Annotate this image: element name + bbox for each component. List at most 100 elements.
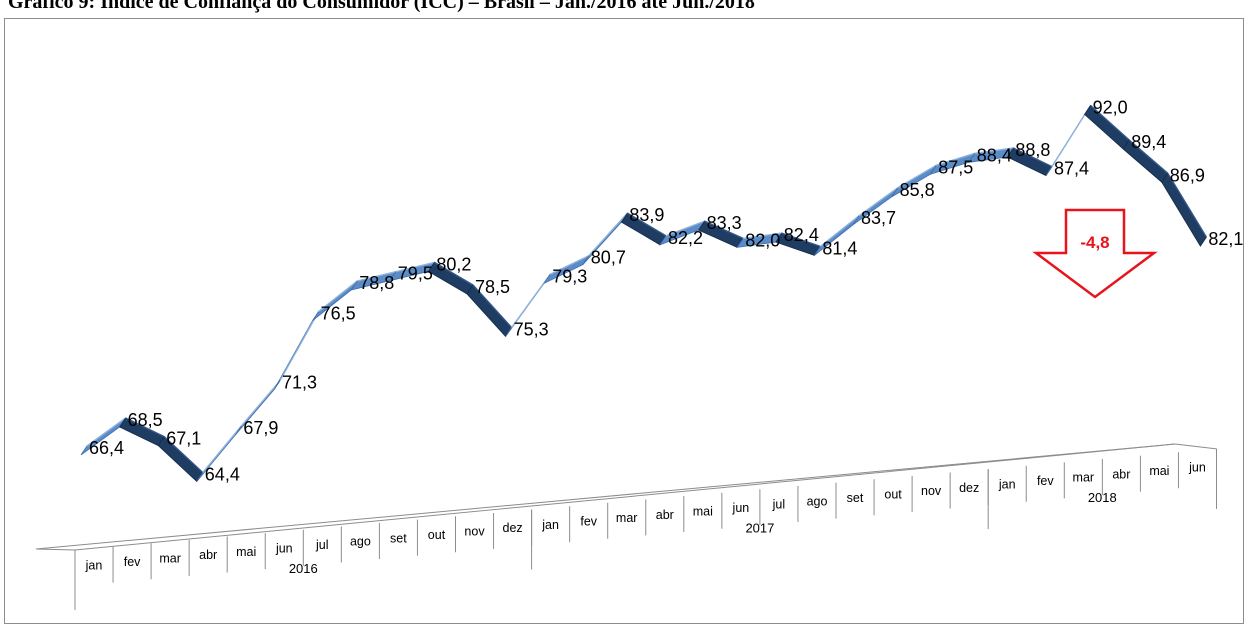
callout: -4,8 xyxy=(1032,208,1158,299)
month-tick-label: set xyxy=(390,531,407,545)
month-tick-label: fev xyxy=(1037,474,1054,488)
year-tick-label: 2017 xyxy=(745,520,774,535)
data-label: 81,4 xyxy=(822,238,857,258)
month-tick-label: dez xyxy=(959,481,979,495)
series-edge xyxy=(1013,147,1053,168)
data-label: 76,5 xyxy=(321,304,356,324)
month-tick-label: jun xyxy=(275,542,293,556)
month-tick-label: fev xyxy=(124,555,141,569)
month-tick-label: dez xyxy=(503,521,523,535)
series-edge xyxy=(935,152,976,166)
data-label: 67,9 xyxy=(243,418,278,438)
chart-area xyxy=(4,18,1244,624)
month-tick-label: jun xyxy=(732,501,750,515)
series-edge xyxy=(1128,139,1169,174)
series-edge xyxy=(279,311,320,382)
month-tick-label: ago xyxy=(807,494,828,508)
data-label: 68,5 xyxy=(128,410,163,430)
month-tick-label: mar xyxy=(616,511,638,525)
month-tick-label: jan xyxy=(998,477,1016,491)
month-tick-label: out xyxy=(428,528,446,542)
data-label: 92,0 xyxy=(1093,97,1128,117)
data-label: 82,0 xyxy=(745,230,780,250)
series-edge xyxy=(858,187,899,217)
series-edge xyxy=(897,164,937,189)
series-edge xyxy=(125,417,165,438)
month-tick-label: jan xyxy=(85,558,103,572)
data-label: 86,9 xyxy=(1170,165,1205,185)
month-tick-label: mai xyxy=(1149,464,1169,478)
data-label: 85,8 xyxy=(900,180,935,200)
data-label: 83,3 xyxy=(707,213,742,233)
month-tick-label: nov xyxy=(921,484,942,498)
series-edge xyxy=(395,261,435,273)
month-tick-label: mar xyxy=(159,552,181,566)
series-edge xyxy=(588,212,628,257)
data-label: 78,5 xyxy=(475,277,510,297)
series-edge xyxy=(549,255,590,275)
data-label: 83,7 xyxy=(861,208,896,228)
data-label: 89,4 xyxy=(1131,132,1166,152)
month-tick-label: jul xyxy=(772,498,786,512)
data-label: 80,2 xyxy=(436,254,471,274)
series-edge xyxy=(86,417,127,447)
month-tick-label: set xyxy=(847,491,864,505)
data-label: 87,5 xyxy=(938,157,973,177)
data-label: 71,3 xyxy=(282,373,317,393)
data-label: 66,4 xyxy=(89,438,124,458)
series-edge xyxy=(743,232,782,240)
data-label: 82,2 xyxy=(668,228,703,248)
data-label: 83,9 xyxy=(629,205,664,225)
data-label: 82,4 xyxy=(784,225,819,245)
series-edge xyxy=(240,380,281,427)
month-tick-label: jul xyxy=(315,538,329,552)
month-tick-label: ago xyxy=(350,535,371,549)
data-label: 64,4 xyxy=(205,465,240,485)
series-edge xyxy=(202,425,242,473)
data-label: 82,1 xyxy=(1208,229,1243,249)
data-label: 67,1 xyxy=(166,429,201,449)
series-edge xyxy=(511,273,551,328)
series-edge xyxy=(1051,105,1092,167)
category-axis: jan fev mar abr mai jun jul ago set out nov dez jan f… xyxy=(35,443,1217,610)
series-edge xyxy=(974,147,1014,154)
series-edge xyxy=(781,232,821,248)
series-edge xyxy=(163,436,204,474)
month-tick-label: fev xyxy=(580,515,597,529)
data-label: 80,7 xyxy=(591,248,626,268)
data-label: 87,4 xyxy=(1054,159,1089,179)
down-arrow-icon xyxy=(1032,208,1158,299)
callout-label: -4,8 xyxy=(1080,233,1109,252)
data-label: 78,8 xyxy=(359,273,394,293)
year-tick-label: 2018 xyxy=(1088,490,1117,505)
chart-title: Gráfico 9: Índice de Confiança do Consum… xyxy=(8,0,755,13)
series-ribbon xyxy=(80,104,1207,483)
series-edge xyxy=(357,271,396,282)
series-edge xyxy=(1167,172,1207,238)
data-labels: 66,468,567,164,4 67,9 71,3 76,578,8 79,5 80,2… xyxy=(89,97,1243,484)
series-edge xyxy=(704,220,744,240)
year-tick-label: 2016 xyxy=(289,561,318,576)
month-tick-label: mai xyxy=(693,504,713,518)
month-tick-label: out xyxy=(884,488,902,502)
data-label: 88,4 xyxy=(977,145,1012,165)
data-label: 79,3 xyxy=(552,266,587,286)
series-edge xyxy=(318,280,358,313)
month-tick-label: jun xyxy=(1188,461,1206,475)
month-tick-label: jan xyxy=(541,518,559,532)
month-tick-label: nov xyxy=(464,525,485,539)
month-tick-label: abr xyxy=(656,508,674,522)
month-tick-label: mai xyxy=(236,545,256,559)
data-label: 79,5 xyxy=(398,264,433,284)
data-label: 75,3 xyxy=(514,320,549,340)
series-edge xyxy=(627,212,667,237)
series-edge xyxy=(665,220,705,237)
month-tick-label: mar xyxy=(1073,471,1095,485)
month-tick-label: abr xyxy=(1112,467,1130,481)
series-edge xyxy=(819,215,860,247)
series-edge xyxy=(434,261,474,286)
month-tick-label: abr xyxy=(199,548,217,562)
series-edge xyxy=(1090,104,1130,141)
series-edge xyxy=(472,284,513,328)
